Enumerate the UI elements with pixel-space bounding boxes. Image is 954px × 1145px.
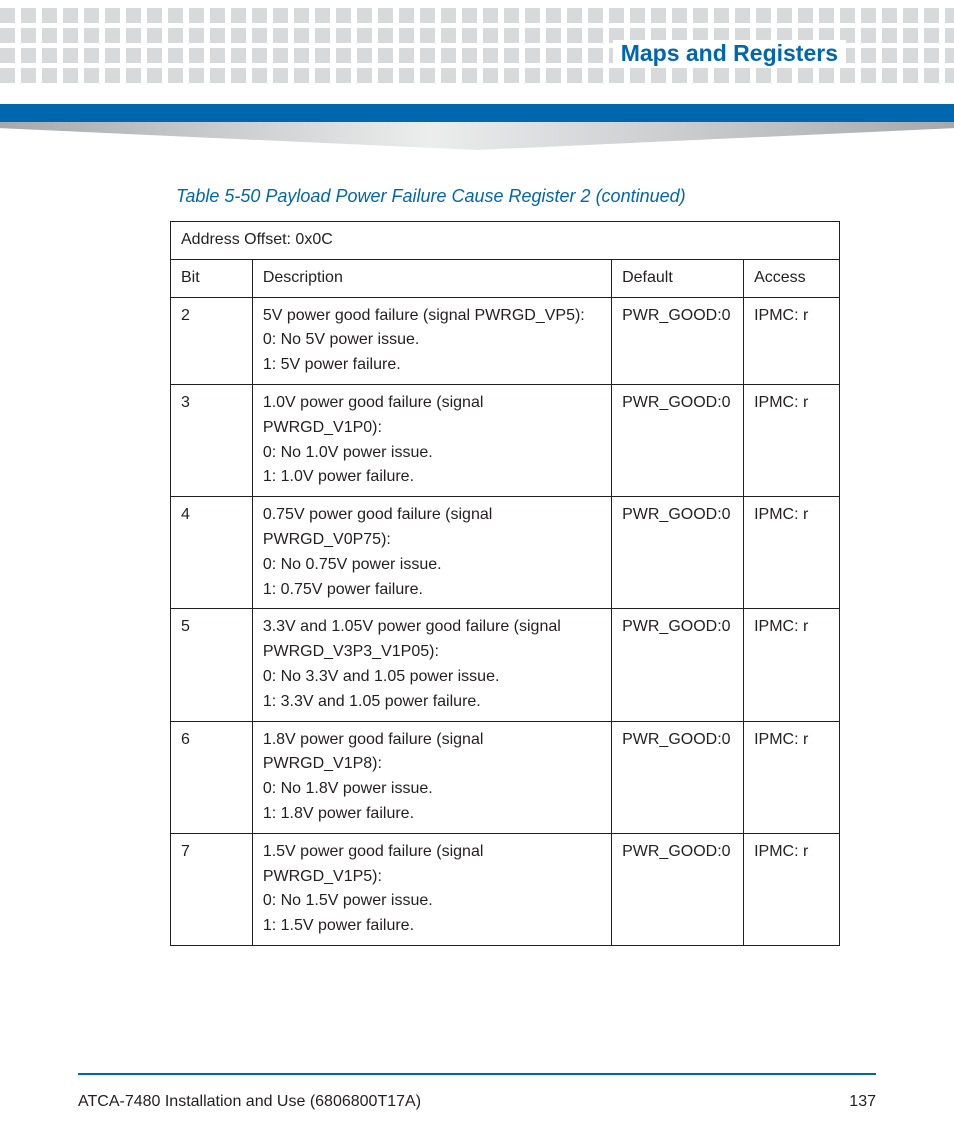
page-content: Table 5-50 Payload Power Failure Cause R… [170,180,840,946]
cell-description: 0.75V power good failure (signal PWRGD_V… [252,497,611,609]
cell-access: IPMC: r [744,833,840,945]
cell-description: 1.5V power good failure (signal PWRGD_V1… [252,833,611,945]
table-address-row: Address Offset: 0x0C [171,222,840,260]
cell-default: PWR_GOOD:0 [612,833,744,945]
cell-description: 1.8V power good failure (signal PWRGD_V1… [252,721,611,833]
description-line: 1.5V power good failure (signal PWRGD_V1… [263,840,601,890]
cell-bit: 6 [171,721,253,833]
cell-description: 1.0V power good failure (signal PWRGD_V1… [252,384,611,496]
cell-bit: 3 [171,384,253,496]
description-line: 0: No 1.0V power issue. [263,441,601,466]
table-row: 71.5V power good failure (signal PWRGD_V… [171,833,840,945]
footer-rule [78,1073,876,1075]
page-footer: ATCA-7480 Installation and Use (6806800T… [78,1093,876,1111]
description-line: 5V power good failure (signal PWRGD_VP5)… [263,304,601,329]
cell-description: 3.3V and 1.05V power good failure (signa… [252,609,611,721]
description-line: 0: No 1.5V power issue. [263,889,601,914]
description-line: 3.3V and 1.05V power good failure (signa… [263,615,601,665]
description-line: 1: 1.8V power failure. [263,802,601,827]
cell-bit: 4 [171,497,253,609]
description-line: 1: 5V power failure. [263,353,601,378]
table-row: 40.75V power good failure (signal PWRGD_… [171,497,840,609]
table-row: 31.0V power good failure (signal PWRGD_V… [171,384,840,496]
col-header-access: Access [744,259,840,297]
footer-page-number: 137 [849,1093,876,1111]
header-blue-bar [0,104,954,122]
col-header-default: Default [612,259,744,297]
cell-default: PWR_GOOD:0 [612,297,744,384]
table-row: 53.3V and 1.05V power good failure (sign… [171,609,840,721]
description-line: 1: 3.3V and 1.05 power failure. [263,690,601,715]
cell-default: PWR_GOOD:0 [612,497,744,609]
description-line: 0: No 1.8V power issue. [263,777,601,802]
description-line: 1: 0.75V power failure. [263,578,601,603]
col-header-bit: Bit [171,259,253,297]
cell-default: PWR_GOOD:0 [612,721,744,833]
cell-default: PWR_GOOD:0 [612,609,744,721]
description-line: 0: No 5V power issue. [263,328,601,353]
description-line: 1: 1.5V power failure. [263,914,601,939]
cell-access: IPMC: r [744,609,840,721]
cell-default: PWR_GOOD:0 [612,384,744,496]
description-line: 0: No 0.75V power issue. [263,553,601,578]
cell-access: IPMC: r [744,721,840,833]
footer-doc-title: ATCA-7480 Installation and Use (6806800T… [78,1093,421,1111]
description-line: 1.8V power good failure (signal PWRGD_V1… [263,728,601,778]
cell-bit: 2 [171,297,253,384]
section-title: Maps and Registers [613,40,846,67]
header-gradient-bar [0,122,954,150]
description-line: 0: No 3.3V and 1.05 power issue. [263,665,601,690]
cell-access: IPMC: r [744,297,840,384]
table-row: 2 5V power good failure (signal PWRGD_VP5… [171,297,840,384]
cell-description: 5V power good failure (signal PWRGD_VP5)… [252,297,611,384]
table-address-cell: Address Offset: 0x0C [171,222,840,260]
register-table: Address Offset: 0x0C Bit Description Def… [170,221,840,946]
table-row: 61.8V power good failure (signal PWRGD_V… [171,721,840,833]
cell-access: IPMC: r [744,384,840,496]
cell-bit: 5 [171,609,253,721]
description-line: 0.75V power good failure (signal PWRGD_V… [263,503,601,553]
description-line: 1.0V power good failure (signal PWRGD_V1… [263,391,601,441]
description-line: 1: 1.0V power failure. [263,465,601,490]
cell-bit: 7 [171,833,253,945]
cell-access: IPMC: r [744,497,840,609]
col-header-description: Description [252,259,611,297]
table-header-row: Bit Description Default Access [171,259,840,297]
table-caption: Table 5-50 Payload Power Failure Cause R… [176,186,840,207]
